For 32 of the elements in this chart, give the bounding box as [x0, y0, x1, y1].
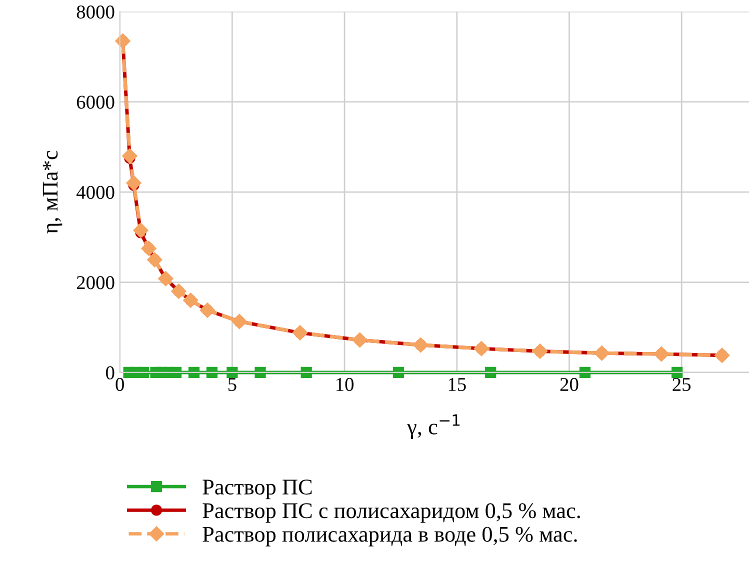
- legend-label: Раствор полисахарида в воде 0,5 % мас.: [202, 526, 577, 546]
- point: [226, 366, 238, 378]
- point: [170, 366, 182, 378]
- x-tick-label: 10: [336, 378, 354, 392]
- y-tick-label: 6000: [76, 96, 114, 109]
- point: [292, 325, 308, 340]
- point: [138, 366, 150, 378]
- y-tick-label: 2000: [76, 276, 114, 290]
- y-tick-label: 8000: [76, 5, 114, 19]
- legend-label: Раствор ПС: [202, 480, 312, 500]
- y-tick-label: 0: [106, 366, 114, 380]
- point: [126, 175, 142, 191]
- x-tick-label: 15: [448, 378, 466, 392]
- point: [392, 366, 404, 378]
- y-tick-label: 4000: [76, 186, 114, 199]
- point: [188, 366, 200, 378]
- point: [254, 366, 266, 378]
- x-axis-title: γ, с$^{−1}$: [407, 414, 460, 439]
- point: [133, 222, 148, 238]
- x-tick-label: 0: [116, 378, 124, 392]
- point: [141, 240, 156, 256]
- x-tick-label: 20: [560, 378, 578, 392]
- y-axis-title: η, мПа*с: [42, 150, 62, 234]
- x-tick-label: 25: [672, 378, 691, 392]
- point: [672, 366, 683, 378]
- point: [579, 366, 591, 378]
- point: [485, 366, 496, 378]
- point: [206, 366, 218, 378]
- point: [122, 148, 138, 164]
- point: [300, 366, 312, 378]
- legend-label: Раствор ПС с полисахаридом 0,5 % мас.: [202, 503, 580, 523]
- x-tick-label: 5: [228, 378, 236, 392]
